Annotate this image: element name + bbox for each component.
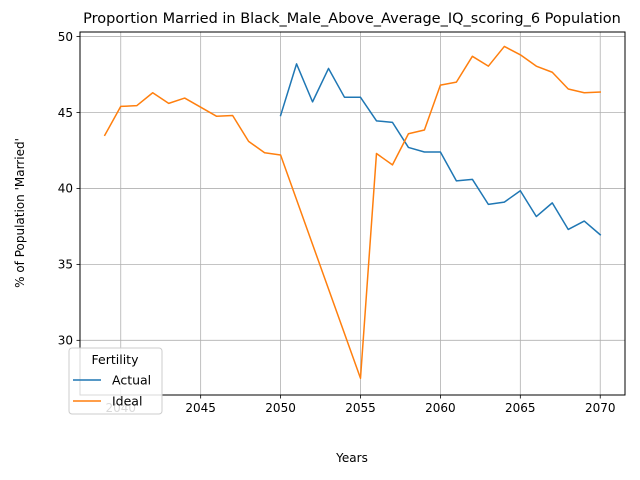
series-line-ideal bbox=[103, 45, 602, 380]
x-tick-label: 2045 bbox=[185, 401, 216, 415]
grid bbox=[80, 32, 625, 395]
series-lines bbox=[103, 45, 602, 380]
legend-title: Fertility bbox=[92, 352, 140, 367]
y-tick-label: 40 bbox=[58, 182, 73, 196]
legend: Fertility Actual Ideal bbox=[68, 347, 163, 415]
x-tick-label: 2065 bbox=[505, 401, 536, 415]
x-tick-label: 2070 bbox=[585, 401, 616, 415]
y-tick-label: 30 bbox=[58, 334, 73, 348]
y-tick-label: 45 bbox=[58, 106, 73, 120]
series-line-actual bbox=[279, 63, 602, 236]
x-tick-label: 2055 bbox=[345, 401, 376, 415]
x-tick-label: 2060 bbox=[425, 401, 456, 415]
x-tick-label: 2050 bbox=[265, 401, 296, 415]
chart-title: Proportion Married in Black_Male_Above_A… bbox=[83, 11, 621, 27]
y-tick-label: 35 bbox=[58, 258, 73, 272]
y-axis-label: % of Population 'Married' bbox=[13, 138, 27, 288]
x-axis-label: Years bbox=[335, 451, 368, 465]
plot-area bbox=[79, 31, 626, 396]
legend-label-ideal: Ideal bbox=[112, 394, 142, 409]
legend-box bbox=[68, 347, 163, 415]
y-tick-label: 50 bbox=[58, 30, 73, 44]
legend-label-actual: Actual bbox=[112, 373, 151, 388]
